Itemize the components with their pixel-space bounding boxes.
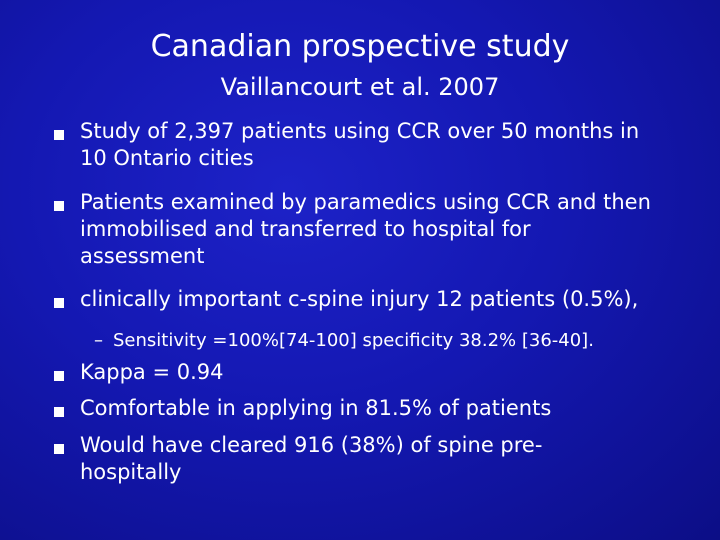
bullet-item: clinically important c-spine injury 12 p… [80,286,710,313]
square-bullet-icon [54,298,64,308]
bullet-line: hospitally [80,460,182,484]
bullet-item: Kappa = 0.94 [80,359,710,386]
slide-title: Canadian prospective study [150,29,570,64]
bullet-item: Patients examined by paramedics using CC… [80,189,710,270]
bullet-line: Study of 2,397 patients using CCR over 5… [80,119,640,143]
sub-bullet-item: Sensitivity =100%[74-100] specificity 38… [113,330,594,351]
bullet-line: assessment [80,244,205,268]
bullet-item: Comfortable in applying in 81.5% of pati… [80,395,710,422]
slide-subtitle: Vaillancourt et al. 2007 [220,73,500,101]
square-bullet-icon [54,201,64,211]
bullet-line: Comfortable in applying in 81.5% of pati… [80,396,552,420]
bullet-line: Patients examined by paramedics using CC… [80,190,651,214]
bullet-line: immobilised and transferred to hospital … [80,217,531,241]
bullet-line: clinically important c-spine injury 12 p… [80,287,639,311]
bullet-line: Kappa = 0.94 [80,360,224,384]
square-bullet-icon [54,371,64,381]
bullet-line: 10 Ontario cities [80,146,254,170]
bullet-item: Would have cleared 916 (38%) of spine pr… [80,432,710,486]
dash-bullet-icon: – [94,330,103,351]
square-bullet-icon [54,130,64,140]
bullet-line: Would have cleared 916 (38%) of spine pr… [80,433,543,457]
square-bullet-icon [54,444,64,454]
square-bullet-icon [54,407,64,417]
bullet-item: Study of 2,397 patients using CCR over 5… [80,118,710,172]
